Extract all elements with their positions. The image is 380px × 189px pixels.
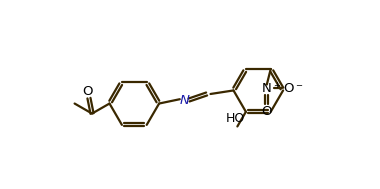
- Text: −: −: [295, 81, 302, 90]
- Text: O: O: [283, 82, 294, 95]
- Text: +: +: [273, 81, 280, 90]
- Text: O: O: [261, 105, 272, 118]
- Text: N: N: [179, 94, 189, 107]
- Text: O: O: [82, 85, 93, 98]
- Text: N: N: [262, 82, 272, 95]
- Text: HO: HO: [226, 112, 245, 125]
